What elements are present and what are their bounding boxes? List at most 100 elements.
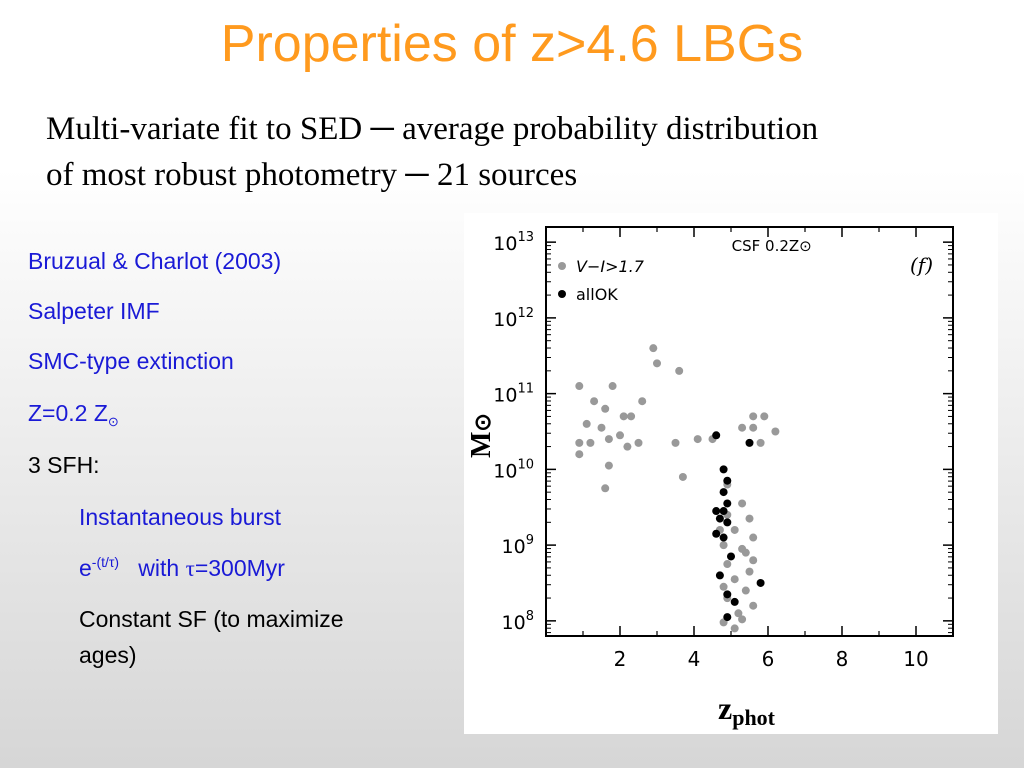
point-vi <box>741 586 750 595</box>
point-vi <box>741 548 750 557</box>
point-vi <box>749 556 758 565</box>
x-axis-label-main: z <box>718 690 733 726</box>
point-allok <box>745 438 754 447</box>
point-vi <box>653 359 661 368</box>
point-vi <box>638 397 647 406</box>
x-axis-label-sub: phot <box>732 705 775 730</box>
point-vi <box>738 615 747 624</box>
y-tick-label: 108 <box>502 609 534 634</box>
point-allok <box>719 488 728 497</box>
point-vi <box>586 438 595 447</box>
point-vi <box>675 366 684 375</box>
point-allok <box>712 431 721 440</box>
point-allok <box>730 597 739 606</box>
y-tick-label: 1010 <box>493 457 534 482</box>
metallicity-text: Z=0.2 Z <box>28 400 108 426</box>
point-allok <box>723 476 732 485</box>
point-allok <box>712 507 721 516</box>
point-allok <box>712 529 721 538</box>
point-allok <box>756 578 765 587</box>
point-vi <box>604 461 613 470</box>
exp-base: e <box>79 555 92 581</box>
bullet-sfh-burst: Instantaneous burst <box>79 504 282 530</box>
y-tick-label: 109 <box>502 533 534 558</box>
bullet-metallicity: Z=0.2 Z⊙ <box>28 400 119 430</box>
point-vi <box>623 442 632 451</box>
x-tick-label: 10 <box>903 647 928 671</box>
y-axis-label-solar: ⊙ <box>470 413 495 432</box>
point-allok <box>723 518 732 527</box>
point-vi <box>760 412 769 421</box>
slide-title: Properties of z>4.6 LBGs <box>220 15 804 73</box>
point-vi <box>693 435 702 444</box>
slide-subtitle: Multi-variate fit to SED ─ average proba… <box>46 106 1006 198</box>
scatter-chart: 2 4 6 8 10 108 109 1010 1011 1012 1013 V−I>1.7 allOK… <box>493 226 954 671</box>
point-vi <box>575 382 584 391</box>
y-tick-label: 1012 <box>493 306 534 331</box>
point-allok <box>719 533 728 542</box>
point-vi <box>730 525 739 534</box>
point-vi <box>719 541 728 550</box>
point-allok <box>715 571 724 580</box>
y-axis-label-main: M <box>466 431 497 458</box>
tau-symbol: τ <box>185 556 195 581</box>
point-allok <box>715 514 724 523</box>
exp-power: -(t/τ) <box>91 554 120 570</box>
y-axis-label: M⊙ <box>462 402 502 458</box>
x-tick-label: 6 <box>762 647 775 671</box>
point-vi <box>601 484 610 493</box>
bullet-sfh-constant-1: Constant SF (to maximize <box>79 606 344 632</box>
subtitle-line-1: Multi-variate fit to SED ─ average proba… <box>46 111 819 147</box>
point-vi <box>634 438 643 447</box>
x-tick-label: 8 <box>836 647 849 671</box>
point-vi <box>575 438 584 447</box>
point-vi <box>582 419 591 428</box>
point-allok <box>723 590 732 599</box>
legend-label-vi: V−I>1.7 <box>576 257 645 276</box>
bullet-sfh-constant-2: ages) <box>79 642 137 668</box>
legend-marker-vi <box>558 262 566 270</box>
bullet-sfh-header: 3 SFH: <box>28 452 100 478</box>
point-vi <box>627 412 636 421</box>
point-vi <box>604 435 613 444</box>
point-vi <box>671 438 680 447</box>
point-vi <box>749 412 758 421</box>
bullet-extinction: SMC-type extinction <box>28 348 234 374</box>
point-allok <box>719 465 728 474</box>
point-vi <box>723 560 732 569</box>
point-vi <box>730 624 739 633</box>
point-vi <box>745 567 754 576</box>
chart-figure: 2 4 6 8 10 108 109 1010 1011 1012 1013 V−I>1.7 allOK… <box>464 213 998 734</box>
bullet-imf: Salpeter IMF <box>28 298 160 324</box>
x-tick-label: 4 <box>688 647 701 671</box>
point-vi <box>749 533 758 542</box>
point-vi <box>771 427 780 436</box>
bullet-sfh-exponential: e-(t/τ) with τ=300Myr <box>79 554 285 582</box>
point-vi <box>601 404 610 413</box>
panel-label: (f) <box>910 253 933 277</box>
point-vi <box>738 499 747 508</box>
point-vi <box>738 423 747 432</box>
bullet-model: Bruzual & Charlot (2003) <box>28 248 282 274</box>
point-allok <box>727 552 735 561</box>
legend-marker-allok <box>558 290 566 298</box>
point-vi <box>749 423 758 432</box>
point-vi <box>678 472 687 481</box>
point-vi <box>649 344 658 353</box>
point-allok <box>723 499 732 508</box>
point-vi <box>719 582 728 591</box>
point-vi <box>597 423 606 432</box>
point-vi <box>619 412 628 421</box>
exp-value: =300Myr <box>194 555 285 581</box>
point-allok <box>723 613 732 622</box>
point-vi <box>749 601 758 610</box>
solar-symbol: ⊙ <box>107 414 119 429</box>
x-axis-label: zphot <box>718 690 775 731</box>
x-tick-label: 2 <box>614 647 627 671</box>
point-vi <box>575 450 584 459</box>
subtitle-line-2: of most robust photometry ─ 21 sources <box>46 157 578 193</box>
point-vi <box>756 438 765 447</box>
y-tick-label: 1013 <box>493 230 534 255</box>
point-vi <box>745 514 754 523</box>
y-tick-label: 1011 <box>493 382 534 407</box>
